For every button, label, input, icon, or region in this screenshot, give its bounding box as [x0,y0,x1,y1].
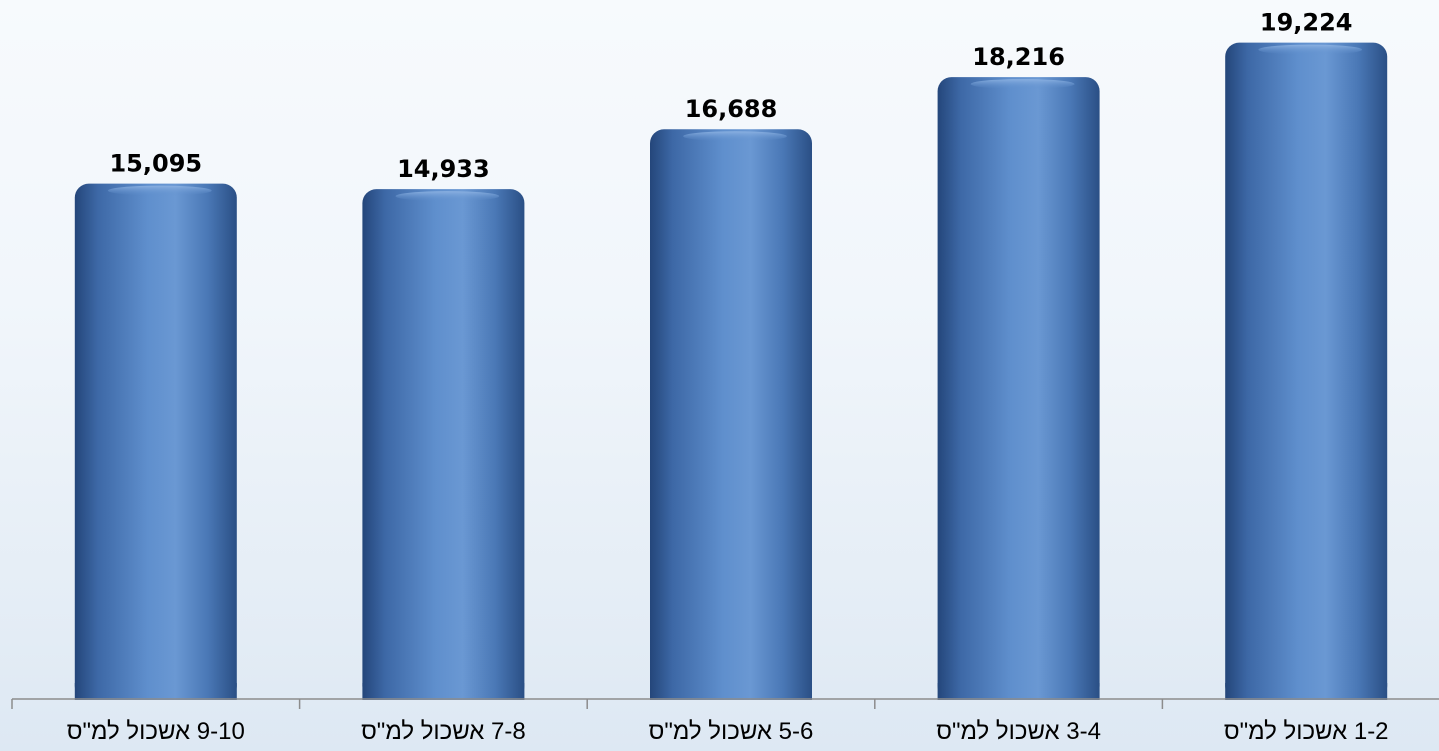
category-label: 1-2 אשכול למ"ס [1224,718,1389,745]
bar [362,189,525,700]
x-axis-ticks [11,699,1164,709]
bar-highlight [970,79,1075,90]
data-label: 18,216 [972,43,1065,71]
category-label: 9-10 אשכול למ"ס [67,718,245,745]
bar [74,183,237,700]
category-labels-group: 9-10 אשכול למ"ס 7-8 אשכול למ"ס 5-6 אשכול ל… [67,718,1389,745]
bar-highlight [683,131,787,142]
bar [650,129,812,701]
bar [937,77,1100,700]
data-label: 16,688 [685,95,778,123]
category-label: 5-6 אשכול למ"ס [649,718,814,745]
bar-base [362,683,525,700]
data-label: 19,224 [1260,9,1353,37]
category-label: 3-4 אשכול למ"ס [936,718,1101,745]
value-labels-group: 15,095 14,933 16,688 18,216 19,224 [109,9,1352,184]
bar-base [937,683,1100,700]
bar-highlight [395,191,500,202]
bar [1225,42,1388,700]
bar-highlight [107,185,212,196]
category-label: 7-8 אשכול למ"ס [361,718,526,745]
data-label: 15,095 [109,150,202,178]
bar-base [650,683,812,700]
bar-highlight [1258,44,1363,55]
bar-base [1225,683,1388,700]
data-label: 14,933 [397,155,490,183]
bars-group [74,42,1388,701]
bar-base [74,683,237,700]
